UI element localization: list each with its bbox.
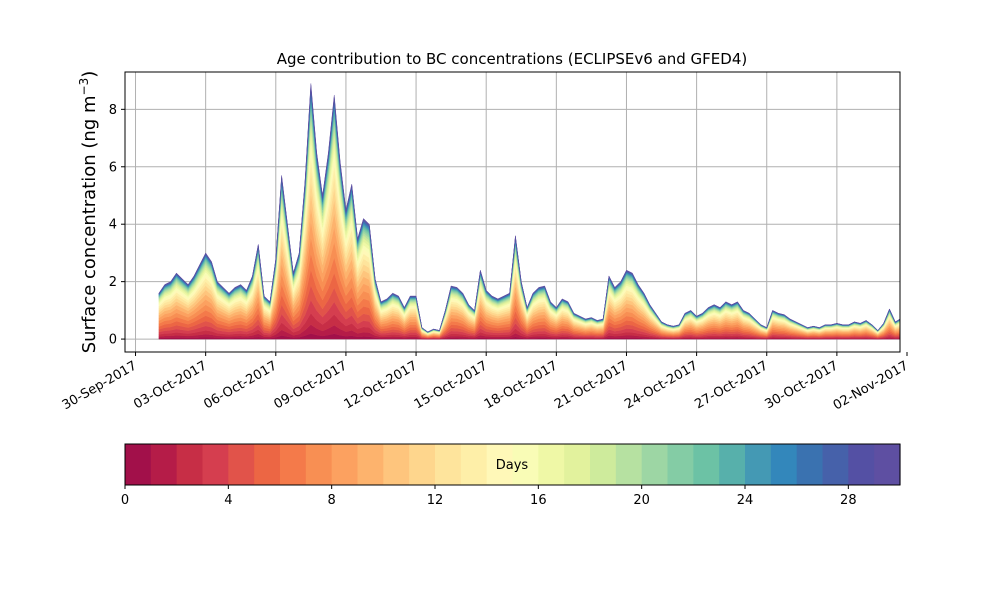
x-tick-label: 18-Oct-2017 [482,358,560,412]
colorbar-tick-label: 16 [530,493,547,508]
x-tick-label: 30-Sep-2017 [60,358,140,413]
colorbar-cell [745,444,772,485]
age-band-area-day-28 [158,85,901,333]
colorbar-cell [280,444,307,485]
colorbar-cell [383,444,410,485]
y-tick-label: 0 [109,333,117,348]
x-tick-label: 24-Oct-2017 [622,358,700,412]
colorbar-cell [409,444,436,485]
y-axis-label: Surface concentration (ng m−3) [77,71,100,354]
plot-frame [124,71,901,353]
chart-title: Age contribution to BC concentrations (E… [277,50,748,68]
x-tick-label: 15-Oct-2017 [412,358,490,412]
colorbar-tick-label: 8 [328,493,336,508]
colorbar-cell [202,444,229,485]
colorbar-cell [667,444,694,485]
colorbar-cell [874,444,901,485]
x-tick-label: 27-Oct-2017 [692,358,770,412]
area-layer [158,83,901,340]
colorbar-cell [693,444,720,485]
colorbar-cell [486,444,514,485]
y-axis-label-close: ) [79,71,100,78]
colorbar-cell [564,444,591,485]
age-band-area-day-20 [158,109,901,333]
colorbar-cell [822,444,849,485]
colorbar-cell [305,444,333,485]
colorbar-ticks: 0 4 8 12 16 20 24 28 [121,485,857,508]
x-tick-label: 30-Oct-2017 [762,358,840,412]
y-axis-label-main: Surface concentration (ng m [79,95,100,353]
x-tick-label: 03-Oct-2017 [131,358,209,412]
age-band-area-day-23 [158,97,901,333]
colorbar-tick-label: 24 [737,493,754,508]
colorbar-cell [176,444,204,485]
colorbar-tick-label: 4 [224,493,232,508]
colorbar-cell [770,444,798,485]
age-band-area-day-21 [158,105,901,333]
x-tick-label: 02-Nov-2017 [831,358,911,413]
x-tick-label: 06-Oct-2017 [201,358,279,412]
colorbar-frame [124,443,901,486]
y-axis-label-exponent: −3 [77,78,91,96]
colorbar: Days 0 4 8 12 16 20 24 28 [121,443,901,508]
colorbar-cell [150,444,178,485]
x-tick-label: 09-Oct-2017 [272,358,350,412]
colorbar-cell [796,444,824,485]
colorbar-cell [254,444,281,485]
y-tick-label: 8 [109,103,117,118]
y-tick-label: 6 [109,160,117,175]
x-axis: 30-Sep-201703-Oct-201706-Oct-201709-Oct-… [60,352,911,413]
colorbar-cells [125,444,901,485]
colorbar-cell [228,444,255,485]
age-band-area-day-24 [158,94,901,333]
y-tick-label: 2 [109,275,117,290]
y-axis: 0 2 4 6 8 [109,103,125,348]
colorbar-cell [538,444,565,485]
colorbar-cell [125,444,152,485]
age-band-area-day-26 [158,89,901,333]
colorbar-tick-label: 12 [427,493,444,508]
colorbar-cell [641,444,669,485]
colorbar-cell [848,444,875,485]
colorbar-tick-label: 0 [121,493,129,508]
age-band-area-day-25 [158,92,901,333]
age-band-area-day-22 [158,101,901,333]
age-band-area-day-29 [158,83,901,333]
colorbar-cell [435,444,462,485]
colorbar-cell [615,444,643,485]
x-tick-label: 21-Oct-2017 [552,358,630,412]
colorbar-cell [460,444,488,485]
colorbar-cell [719,444,746,485]
colorbar-label: Days [496,458,529,473]
colorbar-tick-label: 20 [633,493,650,508]
age-band-area-day-27 [158,87,901,333]
colorbar-cell [590,444,617,485]
colorbar-cell [357,444,384,485]
colorbar-cell [512,444,539,485]
y-tick-label: 4 [109,218,117,233]
colorbar-cell [331,444,359,485]
colorbar-tick-label: 28 [840,493,857,508]
x-tick-label: 12-Oct-2017 [342,358,420,412]
